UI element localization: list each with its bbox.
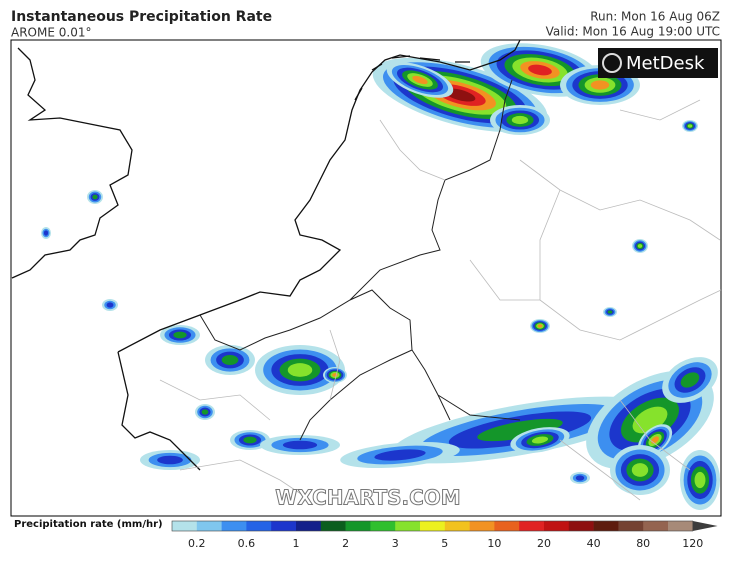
- colorbar-swatch: [296, 521, 322, 531]
- colorbar-tick-label: 40: [587, 537, 601, 550]
- rain-cell: [575, 475, 585, 481]
- rain-cell: [511, 115, 529, 125]
- rain-cell: [694, 471, 706, 489]
- colorbar-tick-label: 10: [487, 537, 501, 550]
- colorbar-outline: [171, 520, 694, 532]
- colorbar-tick-label: 20: [537, 537, 551, 550]
- rain-cell: [243, 436, 257, 444]
- rain-cell: [477, 418, 563, 442]
- logo-text: MetDesk: [626, 53, 705, 74]
- colorbar-swatch: [345, 521, 371, 531]
- colorbar-tick-label: 1: [293, 537, 300, 550]
- rain-cell: [412, 75, 428, 85]
- colorbar-tick-label: 5: [441, 537, 448, 550]
- rain-cell: [106, 302, 114, 308]
- colorbar-swatch: [618, 521, 644, 531]
- rain-cell: [282, 440, 318, 450]
- rain-cell: [157, 455, 183, 465]
- rain-cell: [607, 310, 613, 314]
- colorbar-tick-label: 3: [392, 537, 399, 550]
- rain-cell: [173, 331, 187, 339]
- rain-cell: [687, 124, 693, 128]
- colorbar-swatch: [370, 521, 396, 531]
- rain-cell: [590, 80, 610, 90]
- rain-cell: [92, 194, 98, 200]
- valid-time: Valid: Mon 16 Aug 19:00 UTC: [546, 25, 720, 39]
- rain-cell: [531, 436, 549, 444]
- colorbar-swatch: [519, 521, 545, 531]
- map: MetDesk WXCHARTS.COM: [10, 39, 722, 517]
- colorbar-swatch: [668, 521, 694, 531]
- colorbar-swatch: [593, 521, 619, 531]
- colorbar-tick-label: 0.2: [188, 537, 206, 550]
- coastline-continent: [117, 39, 521, 471]
- rain-cell: [637, 244, 643, 248]
- rain-cell: [631, 463, 649, 477]
- colorbar-swatch: [444, 521, 470, 531]
- colorbar-tick-label: 2: [342, 537, 349, 550]
- colorbar-tick-label: 120: [682, 537, 703, 550]
- rain-cell: [374, 449, 426, 461]
- logo-icon: [602, 53, 622, 73]
- rain-cell: [528, 64, 552, 76]
- colorbar-swatch: [544, 521, 570, 531]
- colorbar-swatch: [568, 521, 594, 531]
- colorbar-swatch: [246, 521, 272, 531]
- rain-cell: [201, 409, 209, 415]
- rain-cell: [221, 355, 239, 365]
- rain-cell: [287, 363, 313, 377]
- rain-cell: [43, 230, 49, 236]
- colorbar-swatch: [196, 521, 222, 531]
- legend-label: Precipitation rate (mm/hr): [14, 519, 163, 530]
- colorbar-swatch: [172, 521, 198, 531]
- national-borders: [199, 79, 521, 441]
- colorbar-swatch: [221, 521, 247, 531]
- run-time: Run: Mon 16 Aug 06Z: [590, 10, 720, 24]
- colorbar-tick-label: 0.6: [238, 537, 256, 550]
- title: Instantaneous Precipitation Rate: [11, 9, 272, 25]
- rain-cell: [680, 372, 700, 388]
- watermark: WXCHARTS.COM: [275, 486, 460, 510]
- colorbar-swatch: [271, 521, 297, 531]
- coastline-islands: [354, 55, 470, 101]
- rain-cell: [537, 324, 543, 328]
- colorbar: 0.2 0.6 1 2 3 5 10 20 40 80 120: [171, 520, 718, 550]
- colorbar-swatch: [469, 521, 495, 531]
- colorbar-swatch: [320, 521, 346, 531]
- logo: MetDesk: [598, 48, 718, 78]
- colorbar-tick-label: 80: [636, 537, 650, 550]
- subtitle: AROME 0.01°: [11, 26, 91, 40]
- colorbar-swatch: [420, 521, 446, 531]
- logo-box: [598, 48, 718, 78]
- regional-borders: [159, 99, 722, 501]
- colorbar-arrow: [692, 521, 718, 531]
- coastline-uk: [11, 47, 133, 279]
- colorbar-swatch: [494, 521, 520, 531]
- precipitation: [41, 43, 720, 510]
- colorbar-swatch: [395, 521, 421, 531]
- colorbar-swatch: [643, 521, 669, 531]
